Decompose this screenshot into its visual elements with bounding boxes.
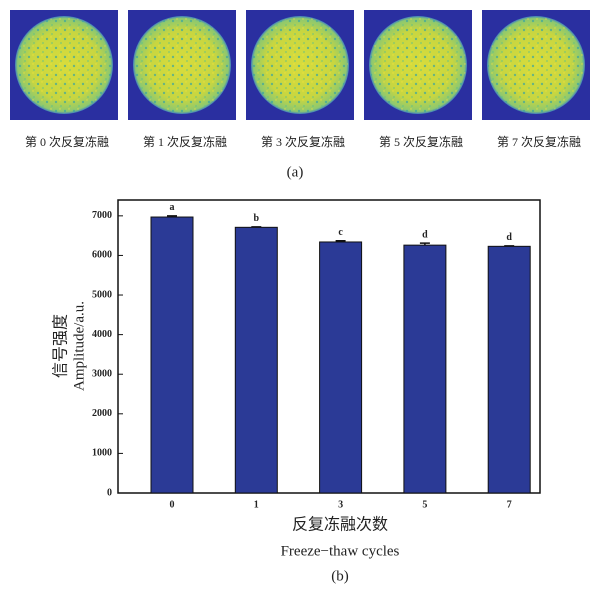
bar	[487, 245, 531, 494]
y-label-en: Amplitude/a.u.	[71, 301, 87, 391]
error-bar	[335, 240, 346, 242]
significance-label: c	[338, 227, 343, 238]
y-label-cn: 信号强度	[52, 314, 70, 378]
y-tick-label: 0	[107, 487, 112, 498]
x-tick-label: 5	[422, 499, 427, 510]
thumb-texture	[252, 17, 348, 113]
significance-label: b	[254, 213, 260, 224]
x-label-cn: 反复冻融次数	[292, 516, 388, 534]
significance-label: d	[422, 229, 428, 240]
y-tick-label: 6000	[92, 250, 112, 261]
thumb-label: 第 3 次反复冻融	[261, 134, 345, 149]
error-bar	[167, 215, 177, 218]
thumb-texture	[16, 17, 112, 113]
thumb-label: 第 0 次反复冻融	[25, 134, 109, 149]
x-tick-label: 7	[507, 499, 512, 510]
thumb-label: 第 1 次反复冻融	[143, 134, 227, 149]
significance-label: a	[170, 202, 175, 213]
bar	[234, 226, 278, 494]
thumb-texture	[370, 17, 466, 113]
error-bar	[419, 242, 430, 246]
caption-b: (b)	[331, 568, 349, 584]
y-tick-label: 1000	[92, 448, 112, 459]
thumb-texture	[488, 17, 584, 113]
y-tick-label: 7000	[92, 210, 112, 221]
thumb-label: 第 5 次反复冻融	[379, 134, 463, 149]
bar	[150, 216, 194, 494]
thumb-label: 第 7 次反复冻融	[497, 134, 581, 149]
x-tick-label: 0	[170, 499, 175, 510]
bar	[319, 241, 363, 494]
x-tick-label: 1	[254, 499, 259, 510]
caption-a: (a)	[287, 164, 304, 180]
significance-label: d	[506, 232, 512, 243]
thumbnails: 第 0 次反复冻融 第 1 次反复冻融 第 3 次反复冻融 第 5 次反复冻融 第 7 …	[10, 10, 590, 149]
thumb-texture	[134, 17, 230, 113]
y-tick-label: 2000	[92, 408, 112, 419]
bar	[403, 244, 447, 494]
y-tick-label: 5000	[92, 289, 112, 300]
y-tick-label: 4000	[92, 329, 112, 340]
y-tick-label: 3000	[92, 369, 112, 380]
x-tick-label: 3	[338, 499, 343, 510]
x-label-en: Freeze−thaw cycles	[281, 543, 400, 559]
